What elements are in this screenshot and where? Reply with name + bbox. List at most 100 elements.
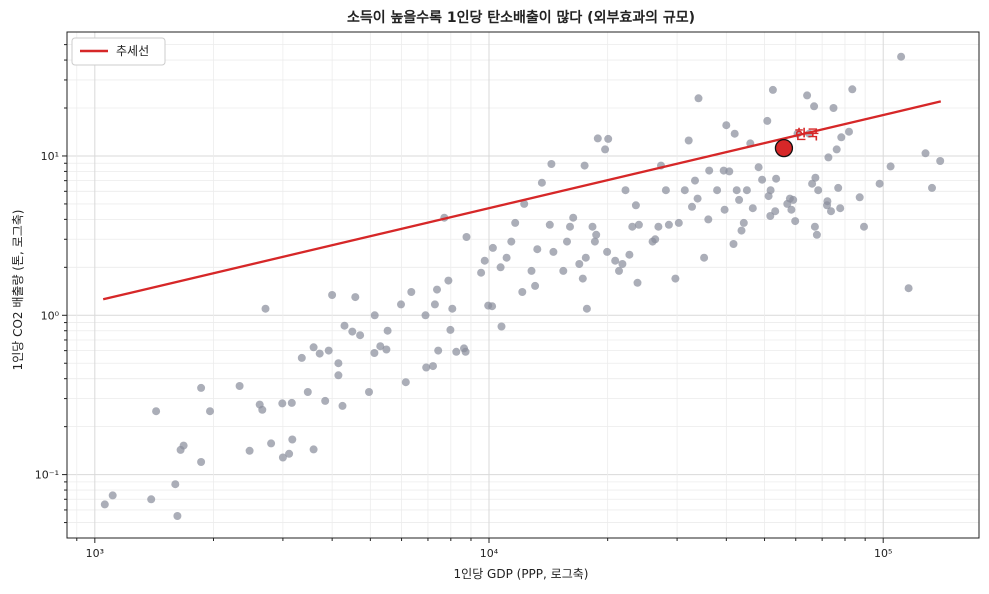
x-axis-label: 1인당 GDP (PPP, 로그축) — [454, 567, 589, 581]
data-point — [601, 145, 610, 154]
data-point — [278, 399, 287, 408]
data-point — [477, 268, 486, 277]
x-tick-label: 10⁵ — [874, 547, 892, 560]
data-point — [563, 237, 571, 246]
data-point — [511, 218, 520, 227]
data-point — [618, 260, 627, 268]
highlight-point-korea — [774, 138, 794, 158]
data-point — [261, 304, 270, 313]
data-point — [430, 300, 439, 309]
data-point — [754, 163, 763, 172]
data-point — [488, 243, 497, 252]
data-point — [297, 353, 306, 362]
data-point — [287, 398, 296, 407]
data-point — [812, 230, 821, 239]
legend-label-trend: 추세선 — [116, 44, 149, 58]
data-point — [593, 134, 602, 143]
data-point — [267, 439, 276, 448]
data-point — [580, 161, 589, 170]
data-point — [836, 204, 845, 213]
y-tick-label: 10¹ — [41, 150, 59, 163]
data-point — [461, 347, 470, 356]
data-point — [376, 342, 385, 351]
data-point — [713, 186, 722, 195]
data-point — [179, 441, 188, 450]
data-point — [429, 362, 437, 371]
data-point — [664, 220, 673, 229]
data-point — [810, 102, 819, 111]
data-point — [235, 382, 244, 390]
data-point — [245, 446, 254, 455]
data-point — [592, 230, 601, 239]
data-point — [651, 235, 660, 244]
legend-box — [71, 37, 166, 66]
data-point — [365, 388, 373, 396]
data-point — [434, 346, 443, 355]
data-point — [324, 346, 333, 355]
data-point — [768, 85, 777, 94]
data-point — [206, 407, 214, 416]
data-point — [803, 91, 812, 100]
data-point — [732, 186, 741, 195]
data-point — [309, 343, 318, 352]
data-point — [832, 145, 841, 154]
data-point — [488, 302, 497, 311]
data-point — [108, 491, 117, 500]
data-point — [814, 186, 823, 195]
data-point — [855, 193, 864, 202]
data-point — [338, 401, 347, 410]
data-point — [397, 300, 405, 309]
data-point — [407, 288, 416, 296]
data-point — [288, 435, 297, 444]
data-point — [845, 127, 853, 136]
data-point — [661, 186, 670, 195]
data-point — [829, 104, 838, 112]
data-point — [147, 495, 156, 504]
data-point — [433, 285, 441, 294]
data-point — [545, 220, 554, 229]
data-point — [100, 500, 109, 509]
data-point — [742, 186, 751, 195]
data-point — [688, 202, 696, 211]
data-point — [634, 220, 643, 229]
data-point — [590, 237, 599, 246]
data-point — [787, 205, 796, 214]
data-point — [462, 233, 471, 241]
data-point — [633, 278, 642, 287]
data-point — [315, 349, 324, 358]
data-point — [720, 205, 729, 214]
data-point — [737, 226, 746, 235]
data-point — [370, 349, 379, 357]
data-point — [422, 363, 431, 372]
data-point — [383, 326, 392, 335]
data-point — [582, 304, 591, 313]
data-point — [848, 85, 857, 94]
data-point — [704, 215, 713, 224]
data-point — [671, 274, 680, 283]
x-tick-label: 10³ — [86, 547, 104, 560]
data-point — [444, 276, 453, 285]
data-point — [171, 480, 180, 489]
data-point — [356, 331, 365, 340]
y-axis-label: 1인당 CO2 배출량 (톤, 로그축) — [11, 210, 25, 371]
data-point — [547, 160, 556, 168]
data-point — [575, 260, 584, 268]
data-point — [615, 266, 623, 275]
data-point — [739, 218, 748, 227]
data-point — [691, 176, 699, 185]
data-point — [537, 178, 546, 187]
data-point — [936, 157, 945, 165]
data-point — [791, 217, 800, 226]
data-point — [173, 512, 182, 520]
data-point — [334, 371, 343, 380]
data-point — [446, 325, 455, 334]
data-point — [824, 153, 833, 162]
data-point — [401, 378, 410, 387]
data-point — [340, 321, 349, 330]
data-point — [421, 311, 430, 320]
data-point — [674, 218, 683, 227]
data-point — [928, 183, 936, 192]
data-point — [611, 256, 620, 265]
